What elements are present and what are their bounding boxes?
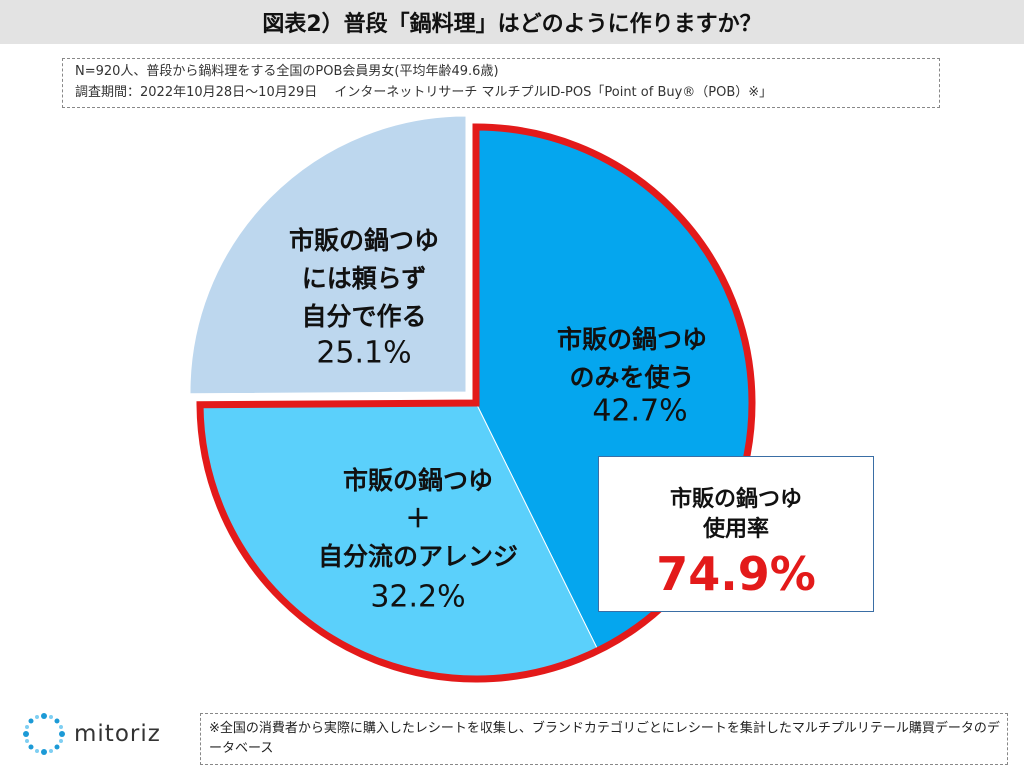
callout-line2: 使用率 <box>702 517 769 542</box>
slice-2-label-line-2: ＋ <box>405 504 430 533</box>
slice-2-value: 32.2% <box>370 580 465 615</box>
callout-value: 74.9% <box>656 547 816 601</box>
chart-title: 図表2）普段「鍋料理」はどのように作りますか？ <box>0 0 1024 44</box>
footnote: ※全国の消費者から実際に購入したレシートを収集し、ブランドカテゴリごとにレシート… <box>200 713 1008 765</box>
logo-wordmark: mitoriz <box>74 721 161 747</box>
slice-1-label-line-2: のみを使う <box>569 363 694 392</box>
survey-note-sample: N=920人、普段から鍋料理をする全国のPOB会員男女(平均年齢49.6歳) <box>75 64 499 79</box>
usage-rate-callout: 市販の鍋つゆ 使用率 74.9% <box>598 456 874 612</box>
mitoriz-logo: mitoriz <box>22 712 161 756</box>
callout-line1: 市販の鍋つゆ <box>669 487 802 512</box>
slice-3-label-line-3: 自分で作る <box>301 302 426 331</box>
survey-note-period: 調査期間：2022年10月28日〜10月29日 インターネットリサーチ マルチプ… <box>75 85 773 100</box>
slice-2-label-line-1: 市販の鍋つゆ <box>343 466 493 495</box>
pie-slice-3 <box>189 115 467 395</box>
slice-2-label-line-3: 自分流のアレンジ <box>318 542 518 571</box>
survey-notes: N=920人、普段から鍋料理をする全国のPOB会員男女(平均年齢49.6歳) 調… <box>62 58 940 108</box>
slice-3-value: 25.1% <box>316 336 411 371</box>
slice-3-label-line-1: 市販の鍋つゆ <box>289 226 439 255</box>
slice-3-label-line-2: には頼らず <box>302 264 427 293</box>
slice-1-label-line-1: 市販の鍋つゆ <box>557 325 707 354</box>
slice-1-value: 42.7% <box>592 394 687 429</box>
mitoriz-logo-icon <box>23 713 65 755</box>
